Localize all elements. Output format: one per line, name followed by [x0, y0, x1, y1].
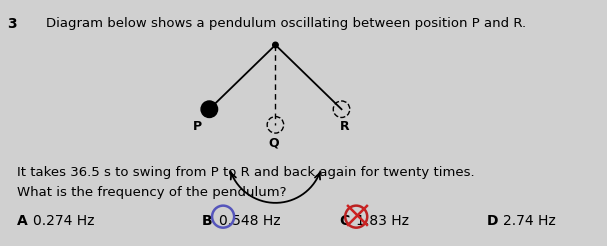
Text: 0.274 Hz: 0.274 Hz: [33, 214, 95, 228]
Text: It takes 36.5 s to swing from P to R and back again for twenty times.: It takes 36.5 s to swing from P to R and…: [16, 166, 474, 179]
Text: P: P: [193, 120, 202, 133]
Circle shape: [273, 42, 278, 48]
Text: C: C: [340, 214, 350, 228]
Text: Diagram below shows a pendulum oscillating between position P and R.: Diagram below shows a pendulum oscillati…: [46, 17, 526, 31]
Circle shape: [201, 101, 217, 118]
Text: B: B: [202, 214, 212, 228]
Text: A: A: [16, 214, 27, 228]
Text: 1.83 Hz: 1.83 Hz: [356, 214, 409, 228]
Text: 3: 3: [7, 17, 17, 31]
Text: 2.74 Hz: 2.74 Hz: [503, 214, 556, 228]
Text: D: D: [487, 214, 498, 228]
Text: Q: Q: [268, 137, 279, 150]
Text: What is the frequency of the pendulum?: What is the frequency of the pendulum?: [16, 186, 286, 199]
Text: 0.548 Hz: 0.548 Hz: [219, 214, 280, 228]
Text: R: R: [339, 120, 349, 133]
